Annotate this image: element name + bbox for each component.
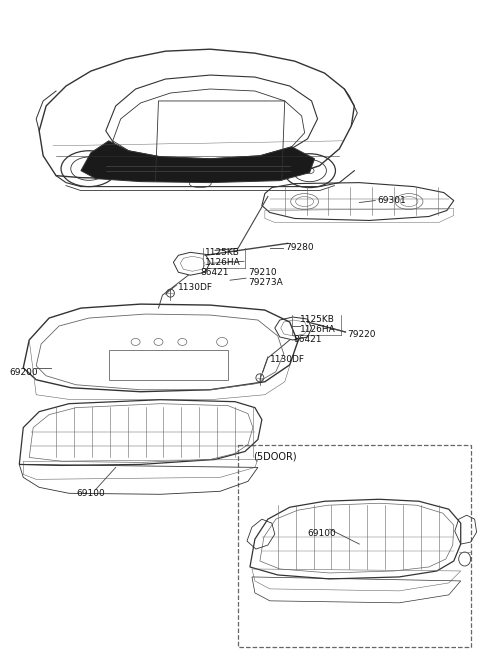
Text: 1125KB: 1125KB [300,315,335,324]
Text: 1130DF: 1130DF [270,355,305,364]
Polygon shape [81,141,314,182]
Text: 79273A: 79273A [248,278,283,287]
Text: 69100: 69100 [76,489,105,499]
Bar [109,350,228,380]
Text: 79210: 79210 [248,268,276,277]
Text: 69301: 69301 [377,195,406,205]
Text: 69200: 69200 [9,368,38,377]
Text: 86421: 86421 [200,268,229,277]
Text: 69100: 69100 [308,529,336,538]
Text: 79220: 79220 [348,330,376,339]
Text: 1126HA: 1126HA [300,325,336,334]
Text: 79280: 79280 [285,243,313,253]
Text: 86421: 86421 [294,335,322,344]
Text: 1130DF: 1130DF [179,283,213,292]
Text: 1126HA: 1126HA [205,258,241,267]
Text: (5DOOR): (5DOOR) [253,451,297,461]
Text: 1125KB: 1125KB [205,249,240,257]
Bar [238,445,471,647]
